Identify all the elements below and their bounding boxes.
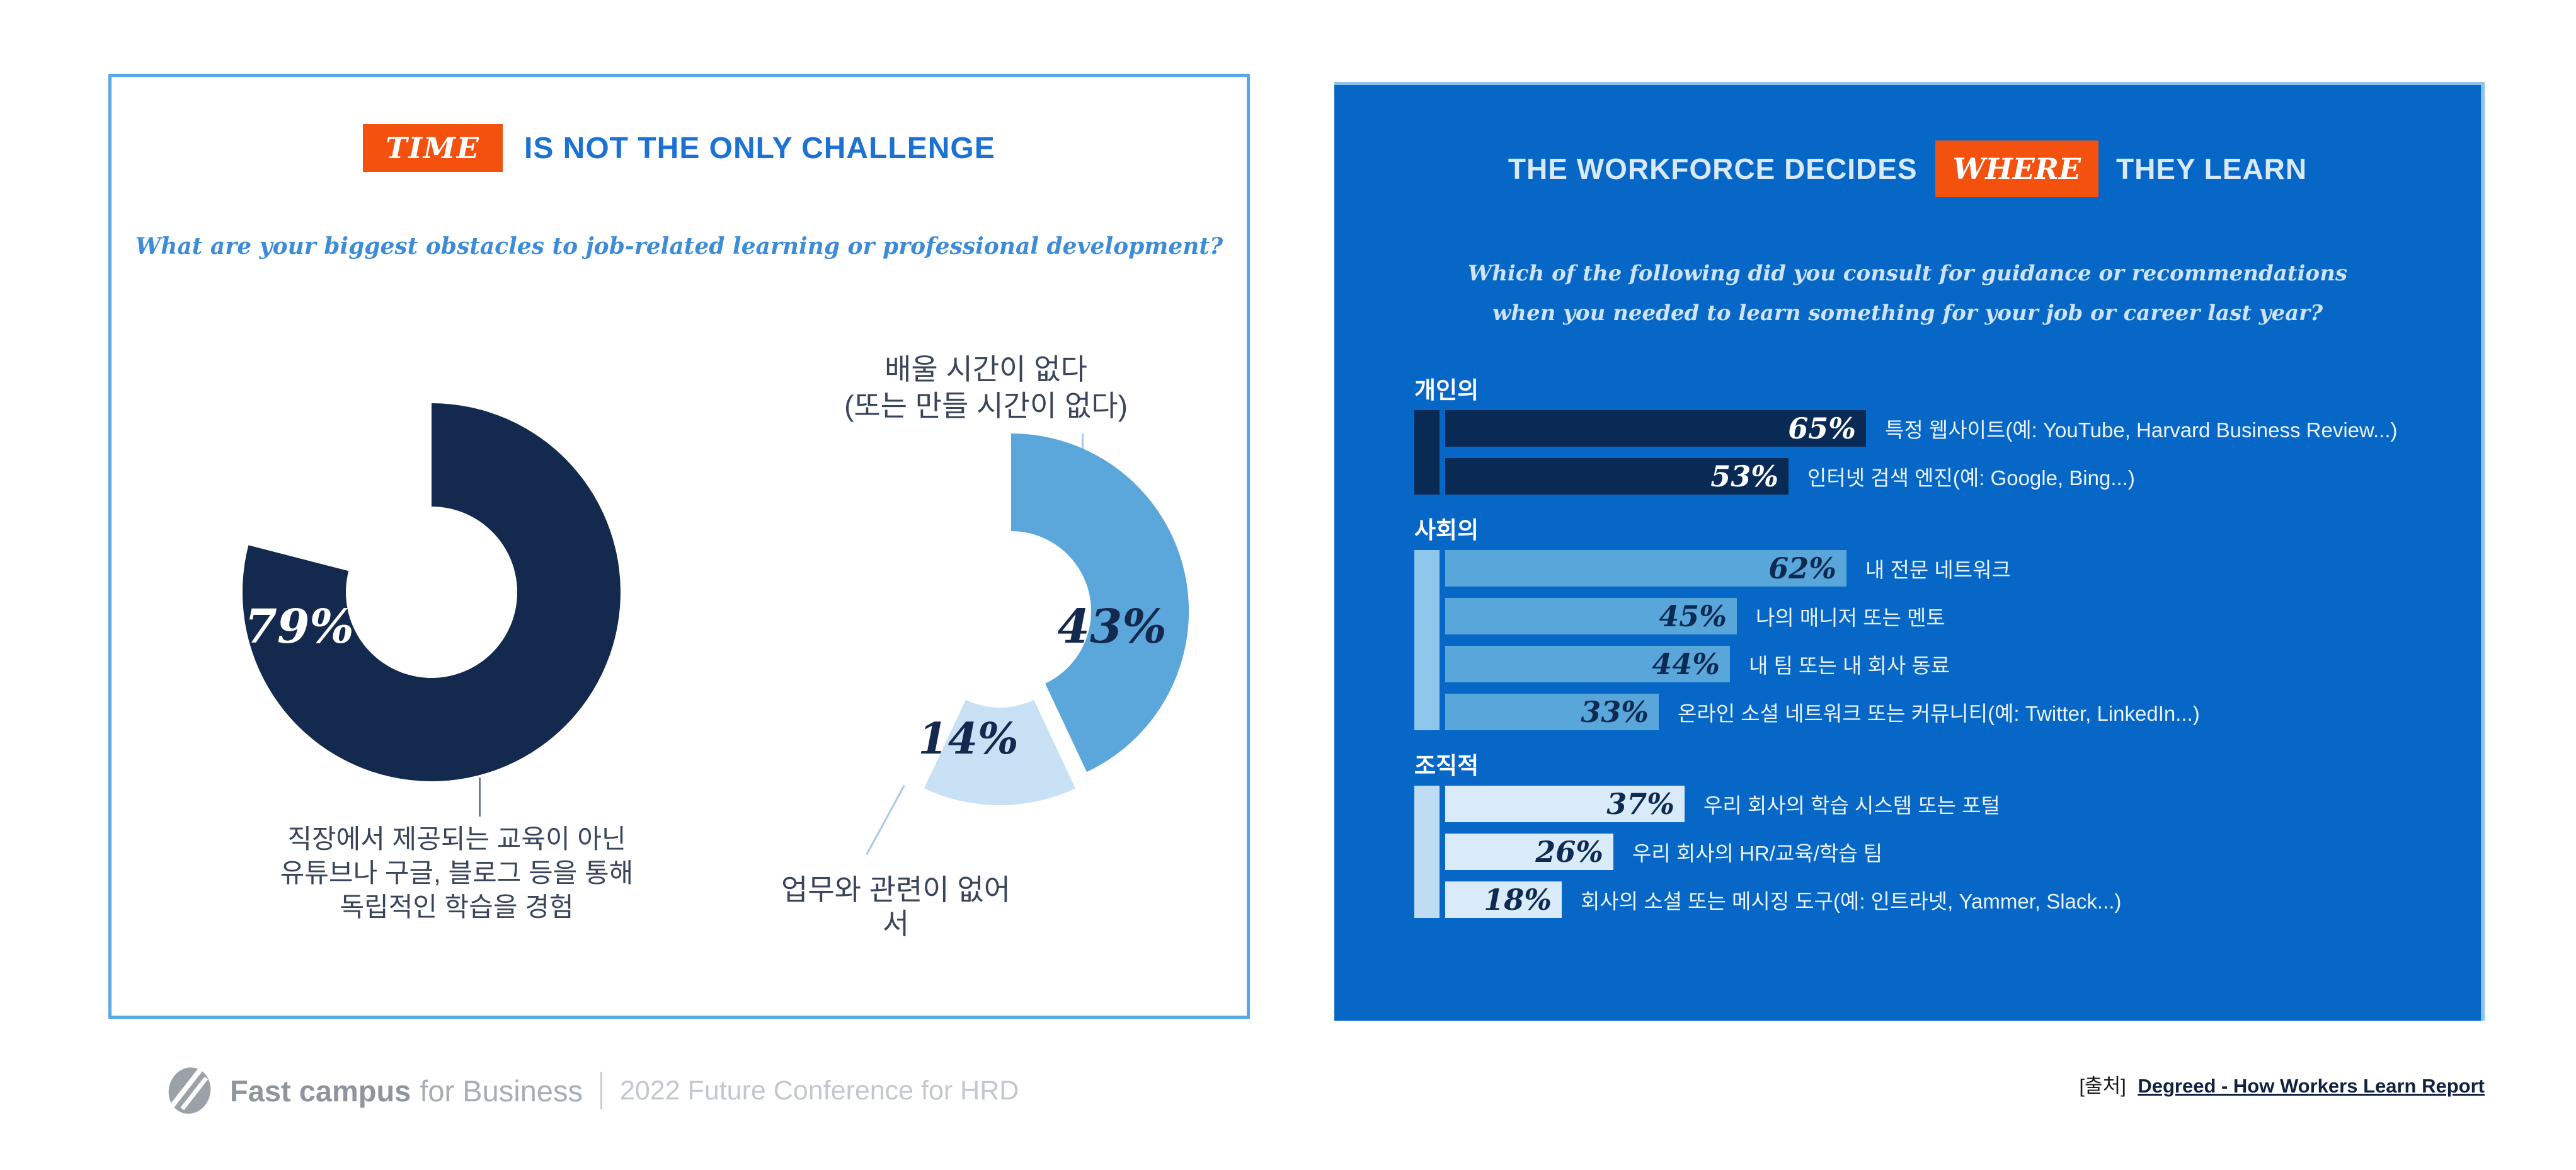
- obstacles-donut-secondary: [924, 433, 1189, 806]
- bar: 44%: [1445, 646, 1730, 682]
- fastcampus-logo-icon: [168, 1066, 211, 1114]
- bar: 33%: [1445, 694, 1659, 730]
- caption-line: 유튜브나 구글, 블로그 등을 통해: [280, 858, 634, 888]
- left-panel-question: What are your biggest obstacles to job-r…: [135, 233, 1223, 260]
- bar-group-label: 조직적: [1414, 753, 1479, 779]
- bar-group: 조직적 37% 우리 회사의 학습 시스템 또는 포털 26% 우리 회사의 HR/교육…: [1414, 747, 2481, 918]
- bar-label: 내 팀 또는 내 회사 동료: [1749, 654, 1950, 677]
- bar: 65%: [1445, 410, 1866, 447]
- bar-label: 내 전문 네트워크: [1865, 558, 2011, 582]
- bar-label: 인터넷 검색 엔진(예: Google, Bing...): [1807, 466, 2135, 490]
- question-line: Which of the following did you consult f…: [1468, 261, 2347, 286]
- bar-value: 45%: [1659, 599, 1727, 633]
- source-link[interactable]: Degreed - How Workers Learn Report: [2138, 1075, 2485, 1097]
- donut-primary-caption: 직장에서 제공되는 교육이 아닌 유튜브나 구글, 블로그 등을 통해 독립적인…: [205, 822, 709, 924]
- bar-value: 18%: [1484, 883, 1552, 917]
- bar-label: 나의 매니저 또는 멘토: [1756, 606, 1945, 629]
- bar-label: 온라인 소셜 네트워크 또는 커뮤니티(예: Twitter, LinkedIn…: [1678, 702, 2200, 725]
- bar-group-strip: [1414, 410, 1440, 495]
- bar-label: 회사의 소셜 또는 메시징 도구(예: 인트라넷, Yammer, Slack.…: [1581, 890, 2122, 913]
- right-title-pre: THE WORKFORCE DECIDES: [1508, 152, 1918, 185]
- bar: 53%: [1445, 458, 1789, 495]
- caption-line: 직장에서 제공되는 교육이 아닌: [287, 824, 626, 854]
- donut-secondary-top-connector: [1082, 433, 1084, 455]
- donut-primary-connector: [479, 777, 481, 817]
- bar-row: 65% 특정 웹사이트(예: YouTube, Harvard Business …: [1445, 410, 2398, 447]
- caption-line: (또는 만들 시간이 없다): [844, 389, 1128, 422]
- bar-group-body: 37% 우리 회사의 학습 시스템 또는 포털 26% 우리 회사의 HR/교육/학습…: [1414, 786, 2481, 918]
- footer-logo-text: Fast campus: [230, 1074, 411, 1108]
- bar-row: 62% 내 전문 네트워크: [1445, 550, 2200, 587]
- bar-value: 44%: [1652, 647, 1720, 681]
- bar-value: 65%: [1788, 411, 1856, 445]
- bar-label: 특정 웹사이트(예: YouTube, Harvard Business Rev…: [1885, 418, 2398, 442]
- donut-secondary-value-main: 43%: [1057, 600, 1167, 654]
- footer-brand: Fast campus for Business 2022 Future Con…: [161, 1066, 1019, 1115]
- bar-value: 37%: [1606, 787, 1674, 821]
- bar-group-label: 사회의: [1414, 517, 1479, 543]
- footer-event-name: 2022 Future Conference for HRD: [619, 1075, 1019, 1106]
- bar-group-body: 65% 특정 웹사이트(예: YouTube, Harvard Business …: [1414, 410, 2481, 495]
- left-panel-title: TIME IS NOT THE ONLY CHALLENGE: [112, 124, 1247, 172]
- source-prefix: [출처]: [2079, 1075, 2126, 1097]
- caption-line: 배울 시간이 없다: [884, 353, 1087, 386]
- right-panel-title: THE WORKFORCE DECIDES WHERE THEY LEARN: [1334, 141, 2481, 197]
- donut-primary-value: 79%: [244, 600, 354, 654]
- where-highlight-badge: WHERE: [1935, 141, 2099, 197]
- footer-logo-suffix: for Business: [420, 1074, 583, 1108]
- bar-row: 18% 회사의 소셜 또는 메시징 도구(예: 인트라넷, Yammer, Sla…: [1445, 881, 2121, 918]
- donut-secondary-value-small: 14%: [918, 714, 1019, 764]
- bar-label: 우리 회사의 학습 시스템 또는 포털: [1703, 794, 2000, 817]
- bar-value: 26%: [1535, 835, 1603, 869]
- question-line: when you needed to learn something for y…: [1492, 301, 2323, 326]
- source-line: [출처] Degreed - How Workers Learn Report: [2079, 1070, 2485, 1098]
- obstacles-donut-primary: [242, 403, 621, 781]
- bar-group: 사회의 62% 내 전문 네트워크 45% 나의 매니저 또는 멘토 44% 내 팀 또는 …: [1414, 511, 2481, 730]
- time-challenge-panel: TIME IS NOT THE ONLY CHALLENGE What are …: [108, 74, 1250, 1019]
- bar-group-strip: [1414, 786, 1440, 918]
- left-panel-title-text: IS NOT THE ONLY CHALLENGE: [524, 131, 995, 165]
- consult-bar-chart: 개인의 65% 특정 웹사이트(예: YouTube, Harvard Busine…: [1414, 371, 2481, 918]
- bar-label: 우리 회사의 HR/교육/학습 팀: [1632, 842, 1883, 865]
- bar-group: 개인의 65% 특정 웹사이트(예: YouTube, Harvard Busine…: [1414, 371, 2481, 495]
- bar-value: 62%: [1768, 551, 1836, 585]
- bar: 18%: [1445, 881, 1562, 918]
- footer-divider: [600, 1072, 602, 1110]
- caption-line: 독립적인 학습을 경험: [340, 892, 574, 922]
- bar: 37%: [1445, 786, 1685, 822]
- bar-group-label: 개인의: [1414, 377, 1479, 403]
- bar: 62%: [1445, 550, 1846, 587]
- bar-row: 26% 우리 회사의 HR/교육/학습 팀: [1445, 834, 2121, 870]
- time-highlight-badge: TIME: [363, 124, 503, 172]
- bar-group-bars: 37% 우리 회사의 학습 시스템 또는 포털 26% 우리 회사의 HR/교육/학습…: [1445, 786, 2121, 918]
- bar-group-body: 62% 내 전문 네트워크 45% 나의 매니저 또는 멘토 44% 내 팀 또는 내 회…: [1414, 550, 2481, 730]
- right-title-post: THEY LEARN: [2116, 152, 2308, 185]
- bar-row: 53% 인터넷 검색 엔진(예: Google, Bing...): [1445, 458, 2398, 495]
- bar-value: 33%: [1581, 695, 1649, 729]
- bar: 45%: [1445, 598, 1737, 634]
- bar-value: 53%: [1710, 459, 1778, 493]
- donut-secondary-bottom-label: 업무와 관련이 없어서: [781, 873, 1011, 940]
- right-panel-question: Which of the following did you consult f…: [1334, 254, 2481, 333]
- bar-row: 44% 내 팀 또는 내 회사 동료: [1445, 646, 2200, 682]
- workforce-panel: THE WORKFORCE DECIDES WHERE THEY LEARN W…: [1334, 82, 2485, 1021]
- bar: 26%: [1445, 834, 1613, 870]
- bar-group-bars: 65% 특정 웹사이트(예: YouTube, Harvard Business …: [1445, 410, 2398, 495]
- bar-group-strip: [1414, 550, 1440, 730]
- donut-secondary-top-label: 배울 시간이 없다 (또는 만들 시간이 없다): [734, 351, 1238, 424]
- bar-row: 45% 나의 매니저 또는 멘토: [1445, 598, 2200, 634]
- bar-row: 37% 우리 회사의 학습 시스템 또는 포털: [1445, 786, 2121, 822]
- bar-row: 33% 온라인 소셜 네트워크 또는 커뮤니티(예: Twitter, Linke…: [1445, 694, 2200, 730]
- bar-group-bars: 62% 내 전문 네트워크 45% 나의 매니저 또는 멘토 44% 내 팀 또는 내 회…: [1445, 550, 2200, 730]
